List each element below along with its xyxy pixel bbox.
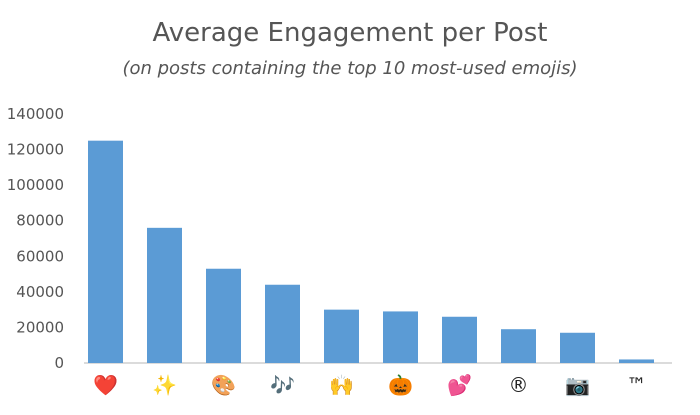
x-category-label: 💕 [447,373,472,397]
bar [501,329,536,363]
bar [383,311,418,363]
y-tick-label: 40000 [16,283,64,301]
y-tick-label: 100000 [7,176,64,194]
y-tick-label: 120000 [7,141,64,159]
bar [206,268,241,363]
bar [324,309,359,363]
bar [560,332,595,363]
x-category-label: 📷 [565,373,590,397]
chart-title: Average Engagement per Post [152,18,548,48]
y-tick-label: 20000 [16,318,64,336]
y-tick-label: 0 [54,354,64,372]
x-category-label: ❤️ [93,373,118,397]
bar [265,284,300,363]
y-tick-label: 60000 [16,247,64,265]
bar [88,140,123,363]
bar [442,316,477,363]
category-labels: ❤️ ✨ 🎨 🎶 🙌 🎃 💕 ® 📷 ™ [93,373,646,397]
x-category-label: ® [509,373,529,397]
x-category-label: 🙌 [329,373,354,397]
chart-subtitle: (on posts containing the top 10 most-use… [122,58,578,79]
x-category-label: 🎶 [270,373,295,397]
y-tick-label: 140000 [7,105,64,123]
bars [88,140,654,363]
x-category-label: 🎃 [388,373,413,397]
y-axis-ticks: 0 20000 40000 60000 80000 100000 120000 140000 [7,105,64,372]
x-category-label: 🎨 [211,373,236,397]
bar [147,227,182,363]
x-category-label: ™ [627,373,647,397]
y-tick-label: 80000 [16,212,64,230]
bar [619,359,654,363]
x-category-label: ✨ [152,373,177,397]
